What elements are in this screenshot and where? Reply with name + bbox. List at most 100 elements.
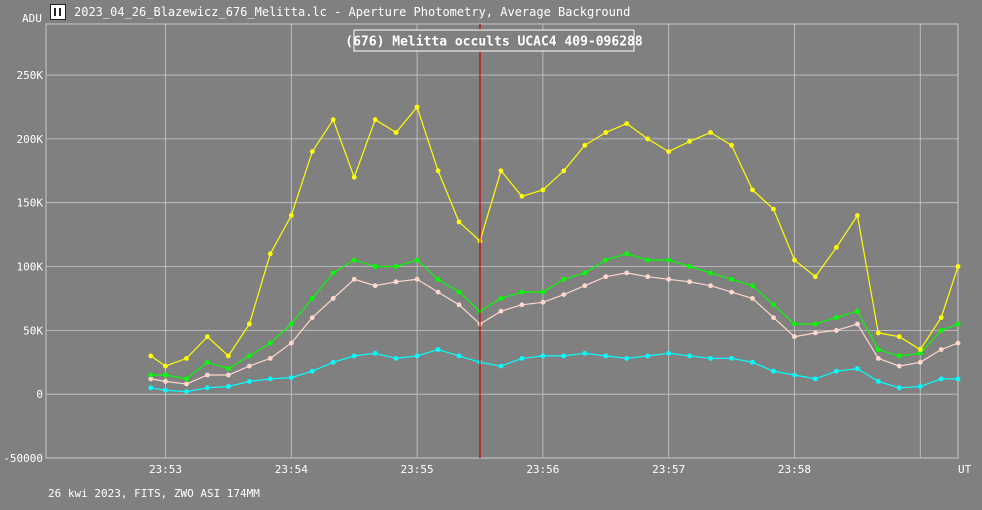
- series-2-point: [666, 257, 672, 263]
- series-1-point: [561, 168, 567, 174]
- series-1-point: [184, 356, 189, 361]
- series-2-point: [184, 376, 189, 382]
- series-4-point: [896, 385, 902, 391]
- window-title: 2023_04_26_Blazewicz_676_Melitta.lc - Ap…: [74, 5, 631, 19]
- series-2: [148, 251, 961, 382]
- title-bar: 2023_04_26_Blazewicz_676_Melitta.lc - Ap…: [0, 0, 982, 24]
- series-2-point: [750, 283, 755, 289]
- series-3-point: [917, 359, 923, 365]
- series-2-point: [247, 353, 252, 359]
- series-3-point: [205, 372, 210, 378]
- series-3-point: [896, 363, 902, 369]
- series-1-point: [519, 193, 525, 199]
- series-1-line: [150, 105, 959, 367]
- plot-frame: [45, 23, 959, 459]
- series-1-point: [435, 168, 441, 174]
- series-1: [148, 104, 961, 369]
- series-4-point: [666, 350, 672, 356]
- series-1-point: [666, 149, 672, 155]
- y-tick-label: 250K: [17, 69, 44, 82]
- series-4-point: [603, 353, 609, 359]
- series-4-point: [624, 356, 630, 361]
- series-2-point: [687, 264, 692, 269]
- series-3-point: [330, 296, 336, 301]
- series-1-point: [267, 251, 273, 257]
- series-1-point: [771, 206, 776, 212]
- series-1-point: [247, 321, 252, 327]
- series-1-point: [645, 136, 651, 142]
- series-3-point: [603, 274, 609, 280]
- series-4-point: [267, 376, 273, 382]
- series-4-point: [729, 356, 734, 361]
- y-tick-label: 100K: [17, 261, 44, 274]
- series-4-point: [435, 347, 441, 352]
- series-4: [148, 347, 961, 394]
- series-3-point: [792, 334, 797, 340]
- x-tick-label: 23:53: [149, 463, 182, 476]
- series-1-point: [834, 245, 839, 250]
- series-2-point: [205, 359, 210, 365]
- y-tick-label: 0: [36, 388, 43, 401]
- series-2-point: [309, 296, 315, 301]
- series-1-point: [896, 334, 902, 340]
- series-3-point: [875, 356, 881, 361]
- series-4-point: [938, 376, 944, 382]
- series-2-point: [645, 257, 651, 263]
- series-2-point: [435, 276, 441, 282]
- series-2-point: [729, 276, 734, 282]
- series-3-point: [519, 302, 525, 308]
- series-2-point: [624, 251, 630, 257]
- series-4-point: [582, 350, 588, 356]
- series-2-point: [771, 302, 776, 308]
- series-2-line: [150, 253, 959, 380]
- series-4-point: [955, 376, 961, 382]
- series-2-point: [372, 264, 378, 269]
- series-1-point: [813, 274, 818, 280]
- graph-icon[interactable]: [50, 4, 66, 20]
- series-1-point: [855, 213, 860, 218]
- series-2-point: [582, 270, 588, 276]
- series-4-point: [813, 376, 818, 382]
- series-3-point: [955, 340, 961, 346]
- series-2-point: [917, 350, 923, 356]
- series-3-point: [855, 321, 860, 327]
- series-1-point: [309, 149, 315, 155]
- y-tick-label: 150K: [17, 197, 44, 210]
- series-3-point: [226, 372, 231, 378]
- y-tick-label: 50K: [23, 324, 43, 337]
- series-4-line: [150, 348, 958, 393]
- series-2-point: [540, 289, 546, 295]
- series-4-point: [540, 353, 546, 359]
- series-1-point: [540, 187, 546, 193]
- series-1-point: [393, 130, 399, 135]
- series-3-point: [687, 279, 692, 285]
- y-tick-label: -50000: [3, 452, 43, 465]
- series-3-point: [729, 289, 734, 295]
- series-1-point: [414, 104, 420, 110]
- series-3-point: [288, 340, 294, 346]
- series-1-point: [792, 257, 797, 263]
- series-4-point: [498, 363, 504, 369]
- chart-grid: [45, 23, 959, 459]
- series-1-point: [624, 121, 630, 126]
- series-3-point: [148, 376, 154, 382]
- series-2-point: [393, 264, 399, 269]
- series-2-point: [288, 321, 294, 327]
- series-3-point: [309, 315, 315, 320]
- series-3-point: [645, 274, 651, 280]
- x-tick-label: 23:57: [652, 463, 685, 476]
- series-3-point: [938, 347, 944, 352]
- series-1-point: [917, 347, 923, 352]
- chart-title-box: (676) Melitta occults UCAC4 409-096288: [345, 29, 643, 52]
- series-3-point: [184, 381, 189, 387]
- chart-title: (676) Melitta occults UCAC4 409-096288: [345, 35, 643, 50]
- series-2-point: [351, 257, 357, 263]
- series-1-point: [687, 139, 692, 144]
- series-3-point: [435, 289, 441, 295]
- series-4-point: [414, 353, 420, 359]
- series-2-point: [813, 321, 818, 327]
- series-1-point: [372, 117, 378, 123]
- series-2-point: [955, 321, 961, 327]
- series-1-point: [729, 142, 734, 148]
